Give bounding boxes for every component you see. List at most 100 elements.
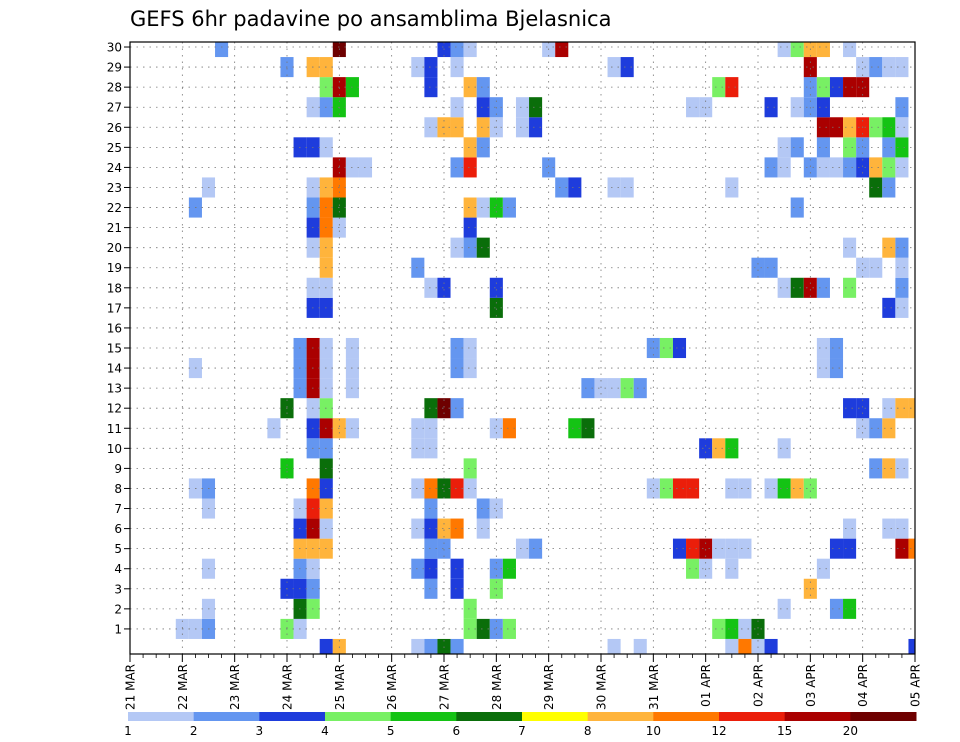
heatmap-cell <box>424 438 438 459</box>
y-tick-label: 11 <box>107 422 122 436</box>
heatmap-cell <box>803 77 817 98</box>
heatmap-cell <box>411 438 425 459</box>
heatmap-cell <box>450 558 464 579</box>
heatmap-cell <box>450 57 464 78</box>
heatmap-cell <box>816 337 830 359</box>
heatmap-cell <box>411 518 425 539</box>
heatmap-cell <box>476 77 490 98</box>
heatmap-cell <box>411 478 425 499</box>
x-tick-label: 30 MAR <box>595 664 609 710</box>
heatmap-cell <box>725 538 739 559</box>
heatmap-cell <box>764 157 778 178</box>
heatmap-cell <box>450 337 464 359</box>
heatmap-cell <box>463 137 477 158</box>
heatmap-cell <box>476 498 490 519</box>
heatmap-cell <box>882 518 896 539</box>
heatmap-cell <box>882 57 896 78</box>
heatmap-cell <box>686 478 700 499</box>
legend-label: 15 <box>777 724 792 738</box>
heatmap-cell <box>843 237 857 258</box>
heatmap-cell <box>712 77 726 98</box>
legend-swatch <box>522 712 589 721</box>
heatmap-cell <box>672 337 687 359</box>
heatmap-cell <box>424 498 438 519</box>
legend-label: 5 <box>387 724 395 738</box>
heatmap-cell <box>816 558 830 579</box>
y-tick-label: 21 <box>107 221 122 235</box>
heatmap-cell <box>411 638 425 654</box>
heatmap-cell <box>463 77 477 98</box>
heatmap-cell <box>529 538 543 559</box>
y-tick-label: 29 <box>107 61 122 75</box>
heatmap-cell <box>777 42 791 58</box>
x-tick-label: 04 APR <box>856 664 870 707</box>
heatmap-cell <box>882 117 896 138</box>
heatmap-cell <box>424 77 438 98</box>
heatmap-cell <box>816 157 830 178</box>
heatmap-cell <box>463 197 477 218</box>
y-tick-label: 24 <box>107 161 122 175</box>
heatmap-cell <box>463 618 477 639</box>
heatmap-cell <box>895 257 909 278</box>
heatmap-cell <box>843 277 857 298</box>
heatmap-cell <box>450 237 464 258</box>
grid-lines <box>130 42 915 654</box>
heatmap-cell <box>869 157 883 178</box>
y-tick-label: 22 <box>107 201 122 215</box>
heatmap-cell <box>515 117 530 138</box>
heatmap-cell <box>777 478 791 499</box>
y-tick-label: 1 <box>114 622 122 636</box>
y-tick-label: 19 <box>107 261 122 275</box>
heatmap-cell <box>803 478 817 499</box>
heatmap-cell <box>895 117 909 138</box>
y-tick-label: 14 <box>107 362 122 376</box>
y-tick-label: 12 <box>107 402 122 416</box>
heatmap-cell <box>450 97 464 118</box>
heatmap-cell <box>738 638 752 654</box>
legend-label: 10 <box>646 724 661 738</box>
heatmap-cell <box>607 57 621 78</box>
x-tick-label: 27 MAR <box>438 664 452 710</box>
heatmap-cell <box>411 257 425 278</box>
heatmap-cell <box>489 418 503 439</box>
x-tick-label: 23 MAR <box>228 664 242 710</box>
heatmap-cell <box>450 518 464 539</box>
heatmap-cell <box>908 538 915 559</box>
heatmap-cell <box>437 398 451 419</box>
heatmap-cell <box>803 57 817 78</box>
heatmap-cell <box>594 378 608 399</box>
heatmap-cell <box>463 598 477 619</box>
heatmap-cell <box>895 237 909 258</box>
y-tick-label: 27 <box>107 101 122 115</box>
heatmap-cell <box>424 638 438 654</box>
heatmap-cell <box>829 157 844 178</box>
heatmap-cell <box>895 518 909 539</box>
y-axis: 1234567891011121314151617181920212223242… <box>107 41 130 636</box>
heatmap-cell <box>437 538 451 559</box>
heatmap-cell <box>646 478 660 499</box>
heatmap-cell <box>882 398 896 419</box>
heatmap-cell <box>672 538 687 559</box>
heatmap-cell <box>725 638 739 654</box>
heatmap-cell <box>463 217 477 238</box>
x-tick-label: 24 MAR <box>281 664 295 710</box>
heatmap-cell <box>476 97 490 118</box>
heatmap-cell <box>751 257 765 278</box>
heatmap-cell <box>895 398 909 419</box>
heatmap-cell <box>424 57 438 78</box>
legend-swatch <box>390 712 457 721</box>
x-tick-label: 28 MAR <box>490 664 504 710</box>
heatmap-cell <box>856 77 870 98</box>
heatmap-cell <box>869 57 883 78</box>
heatmap-cell <box>489 297 503 318</box>
y-tick-label: 15 <box>107 342 122 356</box>
heatmap-cell <box>895 277 909 298</box>
heatmap-cell <box>424 277 438 298</box>
heatmap-cell <box>725 177 739 198</box>
heatmap-cell <box>568 418 582 439</box>
heatmap-cell <box>843 518 857 539</box>
heatmap-cell <box>816 77 830 98</box>
x-tick-label: 21 MAR <box>124 664 138 710</box>
legend-label: 12 <box>711 724 726 738</box>
heatmap-cell <box>777 277 791 298</box>
